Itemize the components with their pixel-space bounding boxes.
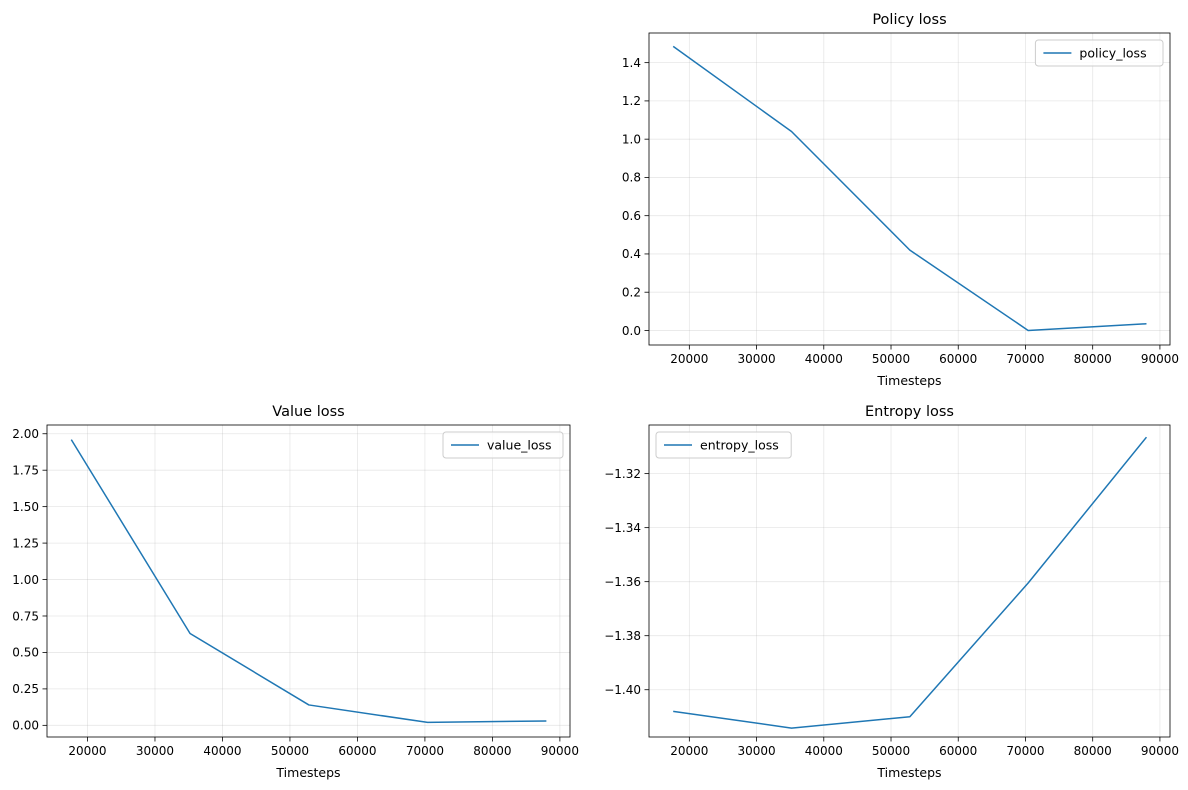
y-tick-label: −1.36 (604, 575, 641, 589)
x-tick-label: 90000 (1141, 352, 1179, 366)
x-tick-label: 60000 (939, 744, 977, 758)
x-tick-label: 70000 (1006, 352, 1044, 366)
x-tick-label: 50000 (872, 352, 910, 366)
legend-box (1034, 39, 1164, 67)
x-tick-label: 30000 (136, 744, 174, 758)
legend-label: value_loss (487, 438, 552, 453)
y-tick-label: 2.00 (12, 427, 39, 441)
x-axis-label: Timesteps (876, 765, 941, 780)
x-tick-label: 60000 (338, 744, 376, 758)
series-line-policy_loss (672, 45, 1147, 332)
y-tick-label: 1.2 (622, 94, 641, 108)
axes-frame (46, 424, 571, 738)
y-tick-label: 1.75 (12, 463, 39, 477)
x-tick-label: 80000 (473, 744, 511, 758)
y-tick-label: 0.6 (622, 209, 641, 223)
y-tick-label: −1.32 (604, 467, 641, 481)
x-tick-label: 40000 (805, 744, 843, 758)
x-tick-label: 90000 (541, 744, 579, 758)
x-tick-label: 30000 (737, 352, 775, 366)
y-tick-label: 0.50 (12, 646, 39, 660)
y-tick-label: −1.34 (604, 521, 641, 535)
chart-title: Policy loss (872, 12, 946, 28)
x-tick-label: 30000 (737, 744, 775, 758)
x-tick-label: 60000 (939, 352, 977, 366)
legend-box (655, 431, 792, 459)
legend-box (442, 431, 564, 459)
y-tick-label: 0.2 (622, 286, 641, 300)
y-tick-label: 0.8 (622, 171, 641, 185)
x-tick-label: 20000 (68, 744, 106, 758)
y-tick-label: 0.0 (622, 324, 641, 338)
x-tick-label: 70000 (1006, 744, 1044, 758)
y-tick-label: −1.38 (604, 629, 641, 643)
chart-title: Entropy loss (865, 404, 954, 420)
x-tick-label: 40000 (805, 352, 843, 366)
x-tick-label: 20000 (670, 352, 708, 366)
chart-1: 20000 30000 40000 50000 60000 70000 80000 90000… (622, 12, 1179, 388)
chart-3: 20000 30000 40000 50000 60000 70000 80000 90000… (604, 404, 1179, 780)
legend-label: policy_loss (1079, 46, 1146, 61)
legend: policy_loss (1034, 39, 1164, 67)
y-tick-label: 1.50 (12, 500, 39, 514)
y-tick-label: 1.25 (12, 536, 39, 550)
y-tick-label: 0.75 (12, 609, 39, 623)
axes-frame (648, 32, 1171, 346)
y-tick-label: 1.4 (622, 56, 641, 70)
x-axis-label: Timesteps (275, 765, 340, 780)
chart-2: 20000 30000 40000 50000 60000 70000 80000 90000… (12, 404, 579, 780)
x-tick-label: 40000 (203, 744, 241, 758)
x-axis-label: Timesteps (876, 373, 941, 388)
legend: entropy_loss (655, 431, 792, 459)
y-tick-label: 0.4 (622, 247, 641, 261)
x-tick-label: 70000 (406, 744, 444, 758)
x-tick-label: 80000 (1074, 352, 1112, 366)
axes-frame (648, 424, 1171, 738)
x-tick-label: 50000 (271, 744, 309, 758)
x-tick-label: 90000 (1141, 744, 1179, 758)
x-tick-label: 50000 (872, 744, 910, 758)
chart-title: Value loss (272, 404, 344, 420)
legend: value_loss (442, 431, 564, 459)
series-line-entropy_loss (673, 436, 1148, 729)
y-tick-label: −1.40 (604, 683, 641, 697)
series-line-value_loss (70, 439, 547, 724)
y-tick-label: 0.00 (12, 719, 39, 733)
x-tick-label: 80000 (1074, 744, 1112, 758)
x-tick-label: 20000 (670, 744, 708, 758)
y-tick-label: 1.0 (622, 132, 641, 146)
y-tick-label: 0.25 (12, 682, 39, 696)
legend-label: entropy_loss (700, 438, 779, 453)
y-tick-label: 1.00 (12, 573, 39, 587)
